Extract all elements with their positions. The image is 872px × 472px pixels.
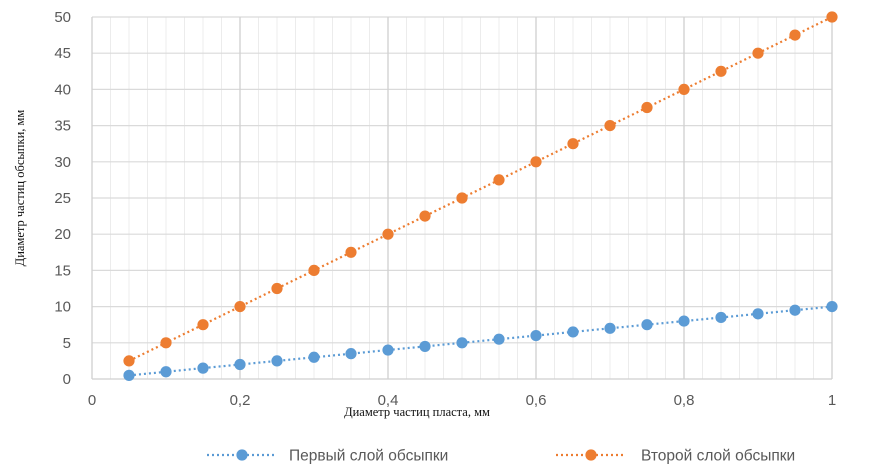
data-point [826,301,838,313]
data-point [456,192,468,204]
data-point [530,156,542,168]
data-point [345,348,357,360]
data-point [271,282,283,295]
y-tick-label: 0 [63,371,71,388]
data-point [419,210,431,222]
data-point [493,174,505,186]
data-point [345,246,357,258]
data-point [382,344,394,356]
legend-label: Второй слой обсыпки [641,448,795,465]
legend-marker [236,449,248,461]
y-tick-label: 5 [63,335,71,352]
y-tick-label: 30 [54,154,71,171]
x-tick-label: 0 [88,392,96,409]
data-point [160,337,172,349]
data-point [123,369,135,381]
x-tick-label: 0,6 [526,392,547,409]
series-1 [123,301,838,381]
data-point [789,304,801,316]
series-line [128,16,833,362]
data-point [234,301,246,313]
legend: Первый слой обсыпки Второй слой обсыпки [207,448,795,465]
series-2 [123,11,838,367]
legend-item-1: Первый слой обсыпки [207,448,448,465]
y-tick-label: 25 [54,190,71,207]
x-tick-label: 0,2 [230,392,251,409]
major-gridlines [91,16,833,380]
y-tick-label: 10 [54,299,71,316]
x-axis-tick-labels: 0 0,2 0,4 0,6 0,8 1 [88,392,836,409]
data-point [678,83,690,95]
data-point [197,319,209,331]
data-point [604,120,616,132]
data-point [308,351,320,363]
data-point [604,322,616,334]
data-point [419,340,431,353]
data-point [715,311,727,324]
data-point [456,337,468,349]
y-tick-label: 50 [54,9,71,26]
y-tick-label: 45 [54,45,71,62]
data-point [197,362,209,374]
data-point [271,355,283,367]
data-point [752,308,764,320]
y-tick-label: 35 [54,118,71,135]
data-point [715,65,727,77]
data-point [641,319,653,331]
x-tick-label: 0,4 [378,392,399,409]
y-axis-title: Диаметр частиц обсыпки, мм [13,110,27,267]
x-tick-label: 0,8 [674,392,695,409]
legend-label: Первый слой обсыпки [289,448,448,465]
data-point [530,329,542,342]
data-point [234,358,246,371]
y-tick-label: 40 [54,81,71,98]
data-point [826,11,838,23]
data-point [678,315,690,327]
y-tick-label: 15 [54,262,71,279]
data-point [382,228,394,240]
data-point [123,355,135,367]
legend-item-2: Второй слой обсыпки [556,448,795,465]
data-point [160,366,172,378]
data-point [308,264,320,276]
data-point [789,29,801,41]
x-tick-label: 1 [828,392,836,409]
data-point [641,101,653,114]
data-point [752,47,764,59]
y-tick-label: 20 [54,226,71,243]
y-axis-tick-labels: 0 5 10 15 20 25 30 35 40 45 50 [54,9,71,388]
x-axis-title: Диаметр частиц пласта, мм [344,405,490,419]
data-point [567,138,579,150]
data-point [493,333,505,345]
series-layer [123,11,838,381]
data-point [567,326,579,338]
legend-marker [585,449,597,461]
